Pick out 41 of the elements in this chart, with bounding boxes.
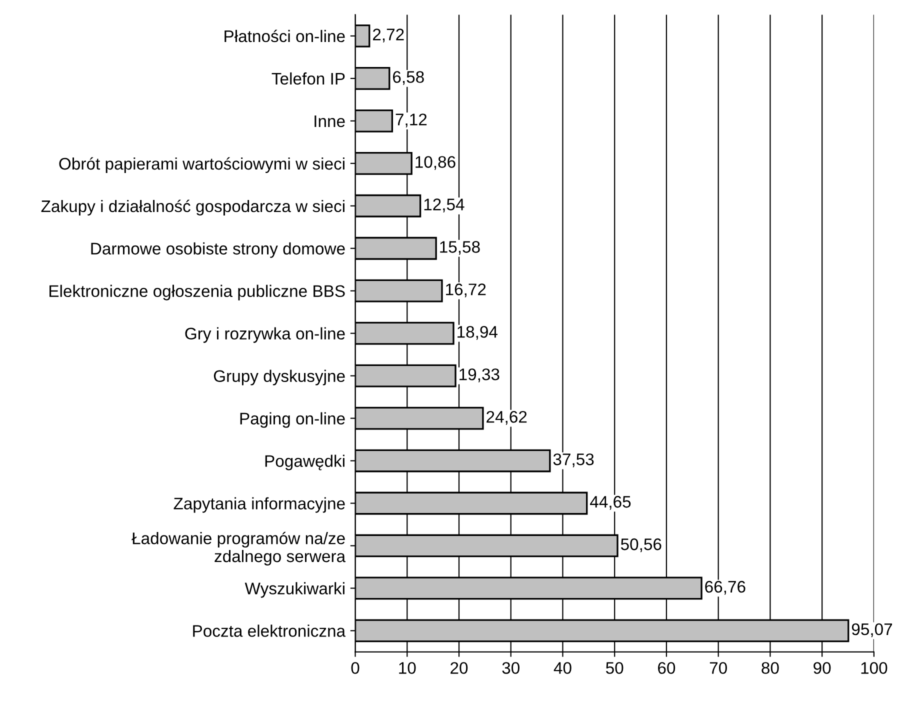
data-label: 6,58 [393,71,424,85]
y-tick-label: Wyszukiwarki [244,582,344,598]
data-label: 95,07 [852,623,892,638]
data-label: 19,33 [460,368,500,382]
y-tick-label: Telefon IP [272,72,345,85]
y-tick-label: Grupy dyskusyjne [214,370,345,386]
x-tick-label: 60 [658,662,676,674]
x-tick-label: 50 [606,662,624,674]
y-tick-label: Pogawędki [265,454,344,470]
y-tick-label: Zapytania informacyjne [174,497,345,513]
y-tick-label: Paging on-line [240,412,345,428]
data-label: 10,86 [416,156,456,170]
data-label: 16,72 [446,284,486,298]
y-tick-label: Darmowe osobiste strony domowe [91,242,345,258]
y-tick-label: Inne [314,115,345,128]
x-tick-label: 10 [399,662,416,674]
x-tick-label: 20 [450,662,468,674]
data-label: 24,62 [486,410,527,425]
data-label: 12,54 [424,198,464,212]
y-tick-label: Gry i rozrywka on-line [185,327,345,343]
y-tick-label: Zakupy i działalność gospodarcza w sieci [41,200,344,216]
y-tick-label: Płatności on-line [224,30,345,42]
x-tick-label: 90 [814,662,831,674]
data-label: 18,94 [458,326,498,340]
x-tick-label: 40 [554,662,572,674]
x-tick-label: 100 [861,662,888,674]
data-label: 37,53 [553,453,594,468]
x-tick-label: 30 [502,662,520,674]
y-tick-label: Poczta elektroniczna [193,624,346,637]
y-tick-label: Elektroniczne ogłoszenia publiczne BBS [50,284,345,300]
x-tick-label: 70 [710,662,727,674]
data-label: 15,58 [440,241,480,255]
data-label: 2,72 [372,28,404,42]
y-tick-label: Obrót papierami wartościowymi w sieci [59,157,344,173]
x-tick-label: 0 [351,662,360,674]
data-label: 66,76 [705,580,746,595]
y-tick-label: Ładowanie programów na/ze zdalnego serwera [132,532,346,566]
data-label: 7,12 [396,114,427,128]
data-label: 44,65 [590,496,631,510]
data-label: 50,56 [620,538,662,552]
x-tick-label: 80 [762,662,779,674]
